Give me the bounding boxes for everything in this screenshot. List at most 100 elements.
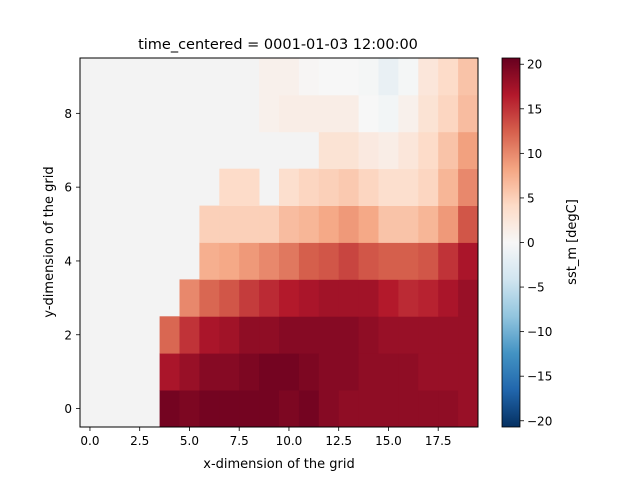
heatmap-cell bbox=[259, 242, 280, 280]
heatmap-cell bbox=[279, 353, 300, 391]
heatmap-cell bbox=[458, 58, 479, 96]
y-tick-label: 2 bbox=[64, 328, 72, 342]
heatmap-cell bbox=[378, 205, 399, 243]
heatmap-cell bbox=[179, 390, 200, 428]
heatmap-cell bbox=[259, 58, 280, 96]
heatmap-cell bbox=[358, 353, 379, 391]
heatmap-cell bbox=[318, 168, 340, 206]
x-tick-label: 17.5 bbox=[425, 434, 452, 448]
heatmap-cell bbox=[398, 94, 419, 133]
heatmap-cell bbox=[458, 353, 479, 391]
colorbar-ticks: 20 15 10 5 0 −5 −10 −15 −20 bbox=[520, 58, 552, 428]
x-axis-ticks: 0.0 2.5 5.0 7.5 10.0 12.5 15.0 17.5 bbox=[80, 427, 452, 448]
heatmap-cell bbox=[338, 58, 359, 96]
heatmap-cell bbox=[279, 168, 300, 206]
heatmap-cell bbox=[398, 316, 419, 354]
heatmap-cell bbox=[259, 205, 280, 243]
heatmap-cell bbox=[279, 279, 300, 317]
heatmap-cell bbox=[358, 131, 379, 170]
heatmap-cell bbox=[338, 205, 359, 243]
heatmap-cell bbox=[318, 353, 340, 391]
heatmap-cell bbox=[219, 316, 240, 354]
heatmap-cell bbox=[438, 94, 459, 133]
x-axis-label: x-dimension of the grid bbox=[203, 457, 354, 472]
heatmap-cell bbox=[239, 242, 260, 280]
heatmap-cell bbox=[239, 279, 260, 317]
y-axis-ticks: 0 2 4 6 8 bbox=[64, 107, 80, 416]
heatmap-cell bbox=[378, 131, 399, 170]
colorbar-tick-label: −15 bbox=[527, 370, 552, 384]
heatmap-cell bbox=[239, 390, 260, 428]
colorbar-tick-label: 10 bbox=[527, 147, 542, 161]
heatmap-cell bbox=[199, 316, 220, 354]
heatmap-cell bbox=[298, 168, 320, 206]
heatmap-cell bbox=[179, 353, 200, 391]
colorbar bbox=[501, 57, 521, 428]
heatmap-cell bbox=[418, 279, 439, 317]
heatmap-cell bbox=[398, 390, 419, 428]
heatmap-cell bbox=[398, 58, 419, 96]
heatmap-cell bbox=[418, 94, 439, 133]
y-tick-label: 4 bbox=[64, 254, 72, 268]
heatmap-cell bbox=[358, 168, 379, 206]
x-tick-label: 10.0 bbox=[276, 434, 303, 448]
heatmap-cell bbox=[418, 353, 439, 391]
x-tick-label: 2.5 bbox=[130, 434, 149, 448]
heatmap-cell bbox=[279, 58, 300, 96]
heatmap-cell bbox=[438, 242, 459, 280]
heatmap-cell bbox=[199, 390, 220, 428]
heatmap-cell bbox=[318, 242, 340, 280]
heatmap-cell bbox=[418, 242, 439, 280]
heatmap-cell bbox=[219, 390, 240, 428]
heatmap-cell bbox=[358, 205, 379, 243]
heatmap-cell bbox=[358, 242, 379, 280]
heatmap-cell bbox=[358, 316, 379, 354]
heatmap-cell bbox=[259, 94, 280, 133]
y-tick-label: 6 bbox=[64, 181, 72, 195]
heatmap-cell bbox=[378, 390, 399, 428]
heatmap-cell bbox=[219, 205, 240, 243]
colorbar-tick-label: 20 bbox=[527, 58, 542, 72]
heatmap-cell bbox=[418, 58, 439, 96]
heatmap-cell bbox=[239, 205, 260, 243]
x-tick-label: 5.0 bbox=[180, 434, 199, 448]
heatmap-cell bbox=[239, 316, 260, 354]
heatmap-cell bbox=[378, 58, 399, 96]
heatmap-cell bbox=[358, 94, 379, 133]
heatmap-cell bbox=[378, 353, 399, 391]
heatmap-cell bbox=[259, 316, 280, 354]
heatmap-cell bbox=[298, 316, 320, 354]
heatmap-cell bbox=[318, 131, 340, 170]
heatmap-cell bbox=[298, 242, 320, 280]
heatmap-cell bbox=[179, 316, 200, 354]
heatmap-cell bbox=[279, 242, 300, 280]
heatmap-cell bbox=[239, 353, 260, 391]
heatmap-cell bbox=[378, 94, 399, 133]
heatmap-cell bbox=[338, 279, 359, 317]
heatmap-cell bbox=[398, 131, 419, 170]
heatmap-cell bbox=[338, 131, 359, 170]
heatmap-cell bbox=[398, 279, 419, 317]
heatmap-cell bbox=[338, 242, 359, 280]
y-axis-label: y-dimension of the grid bbox=[42, 166, 57, 317]
x-tick-label: 7.5 bbox=[230, 434, 249, 448]
heatmap-cell bbox=[458, 279, 479, 317]
heatmap-cell bbox=[298, 94, 320, 133]
heatmap-cell bbox=[259, 279, 280, 317]
heatmap-cell bbox=[458, 316, 479, 354]
y-tick-label: 8 bbox=[64, 107, 72, 121]
heatmap-cell bbox=[458, 242, 479, 280]
heatmap-cell bbox=[219, 353, 240, 391]
heatmap-cell bbox=[378, 279, 399, 317]
heatmap-cell bbox=[318, 205, 340, 243]
x-tick-label: 12.5 bbox=[325, 434, 352, 448]
heatmap-cell bbox=[259, 390, 280, 428]
colorbar-tick-label: −5 bbox=[527, 281, 545, 295]
heatmap-cell bbox=[358, 279, 379, 317]
heatmap-cell bbox=[259, 353, 280, 391]
heatmap-cell bbox=[458, 94, 479, 133]
heatmap-cell bbox=[159, 353, 180, 391]
heatmap-cell bbox=[279, 316, 300, 354]
heatmap-cell bbox=[358, 58, 379, 96]
colorbar-label: sst_m [degC] bbox=[565, 199, 580, 285]
